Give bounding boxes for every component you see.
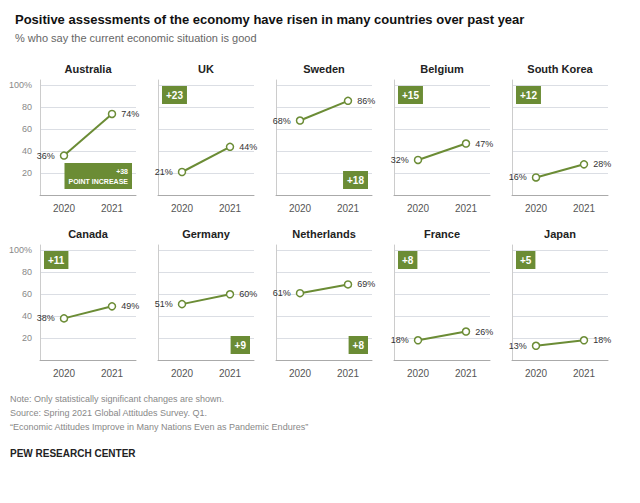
svg-text:Australia: Australia	[64, 63, 112, 75]
svg-text:100%: 100%	[9, 80, 32, 90]
svg-text:2020: 2020	[53, 203, 76, 214]
svg-text:68%: 68%	[273, 116, 291, 126]
svg-text:21%: 21%	[155, 167, 173, 177]
svg-text:2020: 2020	[407, 368, 430, 379]
svg-text:UK: UK	[198, 63, 214, 75]
svg-text:26%: 26%	[475, 327, 493, 337]
svg-text:47%: 47%	[475, 139, 493, 149]
svg-text:2021: 2021	[455, 368, 478, 379]
svg-text:“Economic Attitudes Improve in: “Economic Attitudes Improve in Many Nati…	[10, 422, 308, 432]
svg-text:Netherlands: Netherlands	[292, 228, 356, 240]
svg-text:60: 60	[22, 124, 32, 134]
svg-text:2020: 2020	[407, 203, 430, 214]
svg-text:60%: 60%	[239, 289, 257, 299]
svg-text:+8: +8	[402, 255, 414, 266]
svg-text:2020: 2020	[171, 203, 194, 214]
svg-text:2020: 2020	[171, 368, 194, 379]
svg-text:+11: +11	[48, 255, 65, 266]
svg-text:2021: 2021	[455, 203, 478, 214]
svg-text:28%: 28%	[593, 159, 611, 169]
svg-text:+8: +8	[353, 340, 365, 351]
svg-text:86%: 86%	[357, 96, 375, 106]
svg-text:Note: Only statistically signi: Note: Only statistically significant cha…	[10, 394, 224, 404]
svg-text:Source: Spring 2021 Global Att: Source: Spring 2021 Global Attitudes Sur…	[10, 408, 207, 418]
svg-text:+18: +18	[347, 175, 364, 186]
svg-text:80: 80	[22, 267, 32, 277]
svg-text:69%: 69%	[357, 279, 375, 289]
svg-text:36%: 36%	[37, 151, 55, 161]
svg-text:2021: 2021	[337, 203, 360, 214]
svg-text:44%: 44%	[239, 142, 257, 152]
svg-text:2020: 2020	[289, 203, 312, 214]
svg-text:2021: 2021	[573, 368, 596, 379]
svg-text:49%: 49%	[121, 301, 139, 311]
svg-text:2021: 2021	[219, 203, 242, 214]
svg-text:20: 20	[22, 168, 32, 178]
svg-text:2021: 2021	[101, 368, 124, 379]
svg-text:40: 40	[22, 146, 32, 156]
svg-text:Canada: Canada	[68, 228, 109, 240]
svg-text:2021: 2021	[101, 203, 124, 214]
svg-text:+5: +5	[520, 255, 532, 266]
svg-text:32%: 32%	[391, 155, 409, 165]
svg-text:Positive assessments of the ec: Positive assessments of the economy have…	[15, 12, 524, 27]
svg-text:Germany: Germany	[182, 228, 231, 240]
svg-text:61%: 61%	[273, 288, 291, 298]
svg-text:+38: +38	[116, 168, 128, 175]
svg-text:2021: 2021	[337, 368, 360, 379]
svg-text:Japan: Japan	[544, 228, 576, 240]
svg-text:60: 60	[22, 289, 32, 299]
svg-text:13%: 13%	[509, 341, 527, 351]
svg-text:2020: 2020	[525, 368, 548, 379]
svg-text:2020: 2020	[53, 368, 76, 379]
svg-text:% who say the current economic: % who say the current economic situation…	[15, 32, 257, 44]
svg-text:2021: 2021	[219, 368, 242, 379]
svg-text:+15: +15	[402, 90, 419, 101]
svg-text:+12: +12	[520, 90, 537, 101]
svg-text:38%: 38%	[37, 313, 55, 323]
svg-text:18%: 18%	[391, 335, 409, 345]
svg-text:40: 40	[22, 311, 32, 321]
svg-text:POINT INCREASE: POINT INCREASE	[68, 178, 128, 185]
svg-text:18%: 18%	[593, 335, 611, 345]
svg-text:2021: 2021	[573, 203, 596, 214]
svg-text:Belgium: Belgium	[420, 63, 464, 75]
svg-text:2020: 2020	[289, 368, 312, 379]
svg-text:51%: 51%	[155, 299, 173, 309]
svg-text:South Korea: South Korea	[527, 63, 593, 75]
svg-text:20: 20	[22, 333, 32, 343]
svg-text:100%: 100%	[9, 245, 32, 255]
svg-text:74%: 74%	[121, 109, 139, 119]
svg-text:+9: +9	[235, 340, 247, 351]
svg-text:80: 80	[22, 102, 32, 112]
svg-text:PEW RESEARCH CENTER: PEW RESEARCH CENTER	[10, 448, 136, 459]
svg-text:+23: +23	[166, 90, 183, 101]
svg-text:Sweden: Sweden	[303, 63, 345, 75]
svg-text:France: France	[424, 228, 460, 240]
svg-text:2020: 2020	[525, 203, 548, 214]
svg-text:16%: 16%	[509, 172, 527, 182]
